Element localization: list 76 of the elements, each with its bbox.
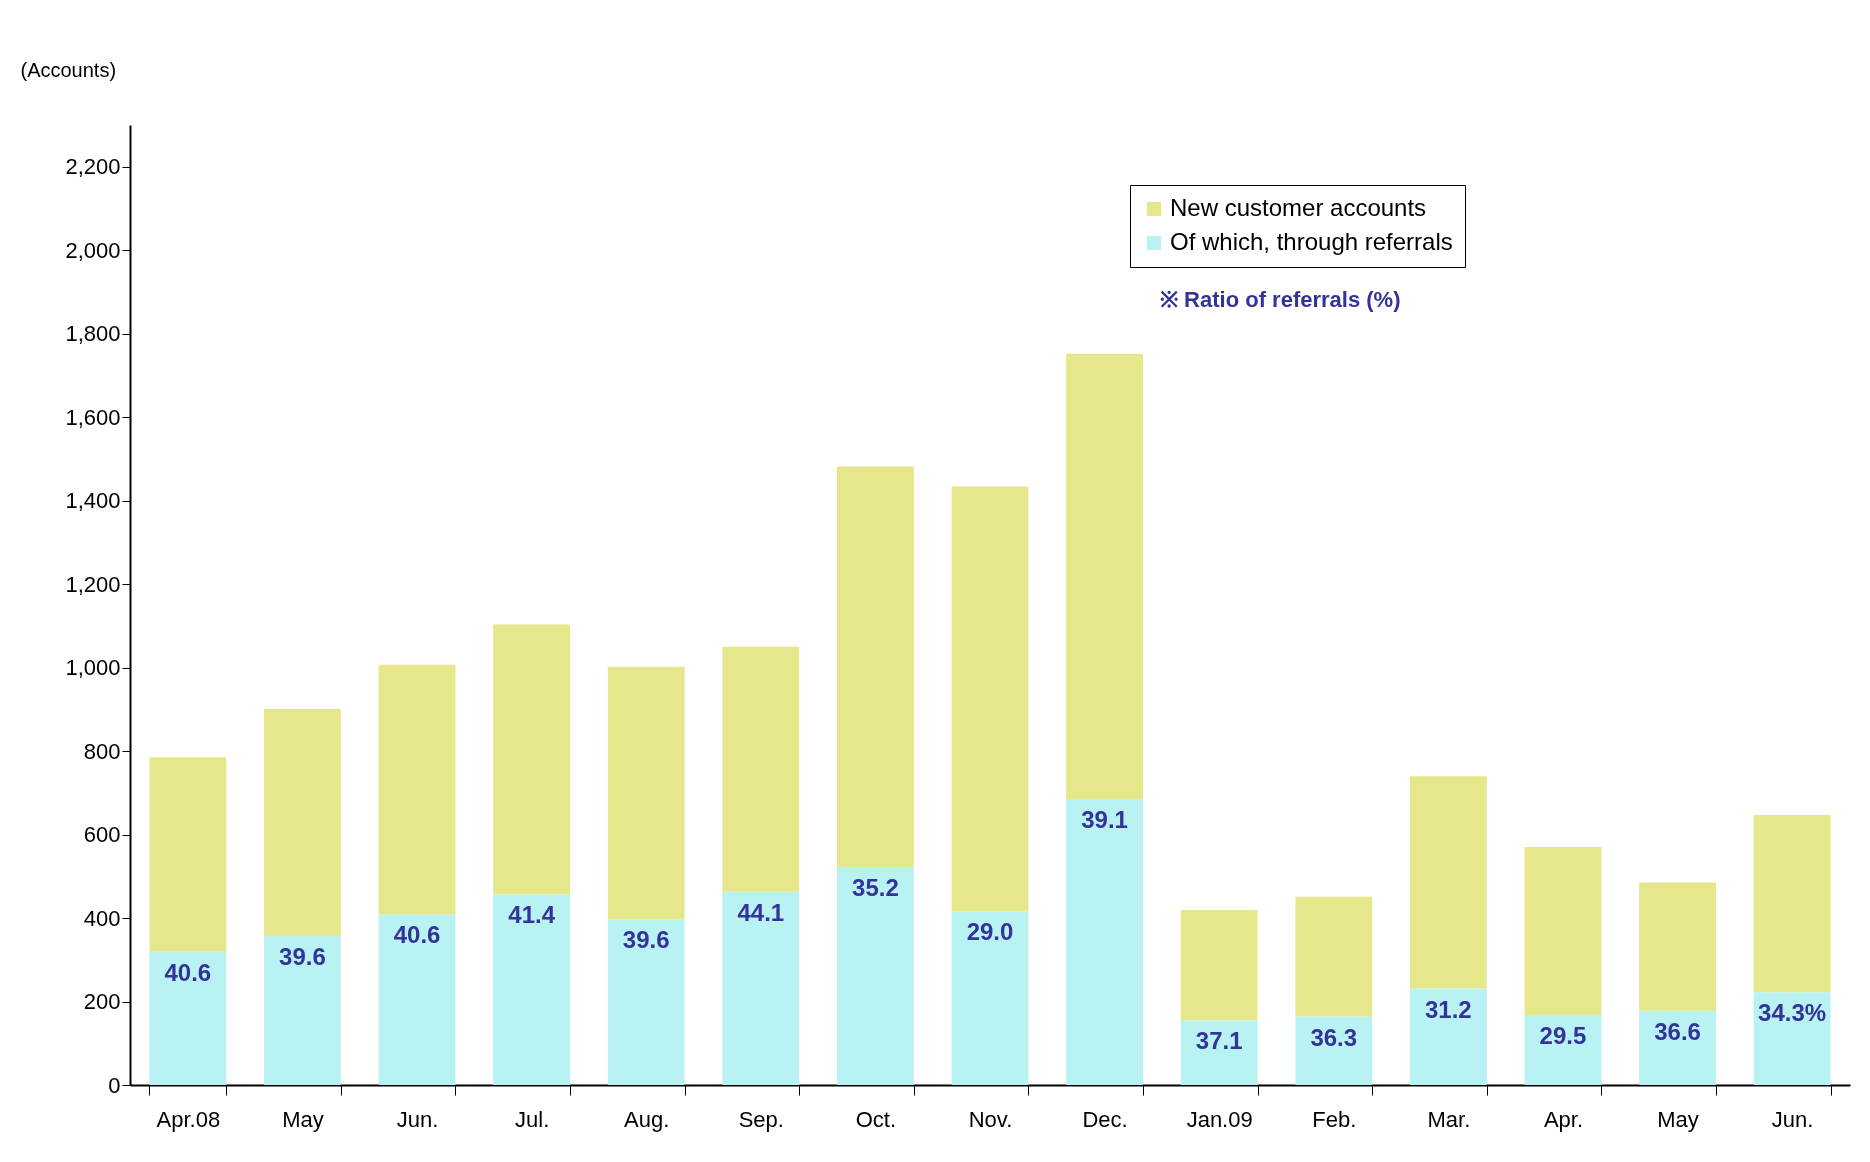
- legend-label: Of which, through referrals: [1170, 228, 1453, 255]
- bar: [1753, 992, 1831, 1085]
- bar: [1295, 1016, 1373, 1085]
- y-tick-label: 1,200: [65, 571, 121, 597]
- bar: [1066, 353, 1143, 800]
- y-tick-label: 800: [83, 738, 121, 764]
- x-tick-label: Apr.08: [156, 1106, 221, 1132]
- bar: [1066, 799, 1143, 1085]
- y-tick-label: 1,400: [65, 488, 121, 514]
- annotation: 36.6: [1654, 1017, 1701, 1045]
- x-tick-label: Jun.: [396, 1106, 439, 1132]
- x-tick-label: Oct.: [855, 1106, 897, 1132]
- bar: [1180, 1020, 1258, 1085]
- annotation: 34.3%: [1758, 999, 1827, 1027]
- x-tick-label: Nov.: [968, 1106, 1013, 1132]
- x-tick-label: Jul.: [515, 1106, 550, 1132]
- y-tick-label: 1,800: [65, 321, 121, 347]
- x-tick-label: Jun.: [1771, 1106, 1814, 1132]
- bar: [837, 867, 914, 1085]
- bar: [607, 919, 685, 1085]
- x-tick-label: Mar.: [1427, 1106, 1471, 1132]
- bar: [951, 911, 1029, 1085]
- x-tick-label: Sep.: [738, 1106, 784, 1132]
- annotation: 36.3: [1310, 1023, 1358, 1051]
- annotation: 37.1: [1195, 1027, 1243, 1055]
- annotation: ※ Ratio of referrals (%): [1160, 287, 1401, 312]
- bar: [1639, 1010, 1716, 1085]
- bar: [149, 951, 227, 1085]
- bar: [951, 486, 1029, 912]
- x-tick-label: Aug.: [624, 1106, 670, 1132]
- bar: [1753, 814, 1831, 993]
- y-tick-label: 2,000: [65, 237, 121, 263]
- annotation: 31.2: [1425, 995, 1472, 1023]
- x-tick-label: May: [1657, 1106, 1699, 1132]
- legend-label: New customer accounts: [1170, 194, 1427, 221]
- bar: [493, 624, 571, 895]
- y-tick-label: 0: [108, 1072, 121, 1098]
- y-tick-label: 1,600: [65, 404, 121, 430]
- y-tick-label: 200: [83, 989, 121, 1015]
- bar: [493, 894, 571, 1085]
- annotation: 29.0: [966, 918, 1014, 946]
- bar: [1295, 896, 1373, 1017]
- annotation: 41.4: [508, 901, 556, 929]
- annotation: 39.6: [622, 926, 670, 954]
- bar: [149, 757, 227, 952]
- bar: [1180, 910, 1258, 1021]
- x-tick-label: May: [282, 1106, 324, 1132]
- annotation: 29.5: [1539, 1021, 1587, 1049]
- bar: [837, 466, 914, 868]
- bar: [722, 646, 800, 892]
- x-tick-label: Dec.: [1082, 1106, 1128, 1132]
- y-tick-label: 400: [83, 905, 121, 931]
- annotation: 40.6: [164, 958, 212, 986]
- y-tick-label: 2,200: [65, 154, 121, 180]
- bar: [1524, 847, 1602, 1015]
- bar: [607, 666, 685, 920]
- x-tick-label: Jan.09: [1186, 1106, 1253, 1132]
- bar: [1409, 988, 1487, 1085]
- bar: [378, 664, 456, 915]
- bar: [1524, 1014, 1602, 1085]
- y-tick-label: 1,000: [65, 655, 121, 681]
- x-tick-label: Apr.: [1543, 1106, 1584, 1132]
- annotation: 35.2: [852, 874, 899, 902]
- annotation: 39.1: [1081, 806, 1128, 834]
- bar: [264, 935, 341, 1085]
- annotation: 40.6: [393, 921, 441, 949]
- bar: [1639, 882, 1716, 1011]
- y-axis-title: (Accounts): [20, 58, 117, 81]
- bar: [1409, 776, 1487, 989]
- bar: [378, 914, 456, 1085]
- bar: [264, 708, 341, 936]
- y-tick-label: 600: [83, 822, 121, 848]
- annotation: 44.1: [737, 898, 785, 926]
- annotation: 39.6: [279, 942, 326, 970]
- x-tick-label: Feb.: [1312, 1106, 1357, 1132]
- bar: [722, 891, 800, 1085]
